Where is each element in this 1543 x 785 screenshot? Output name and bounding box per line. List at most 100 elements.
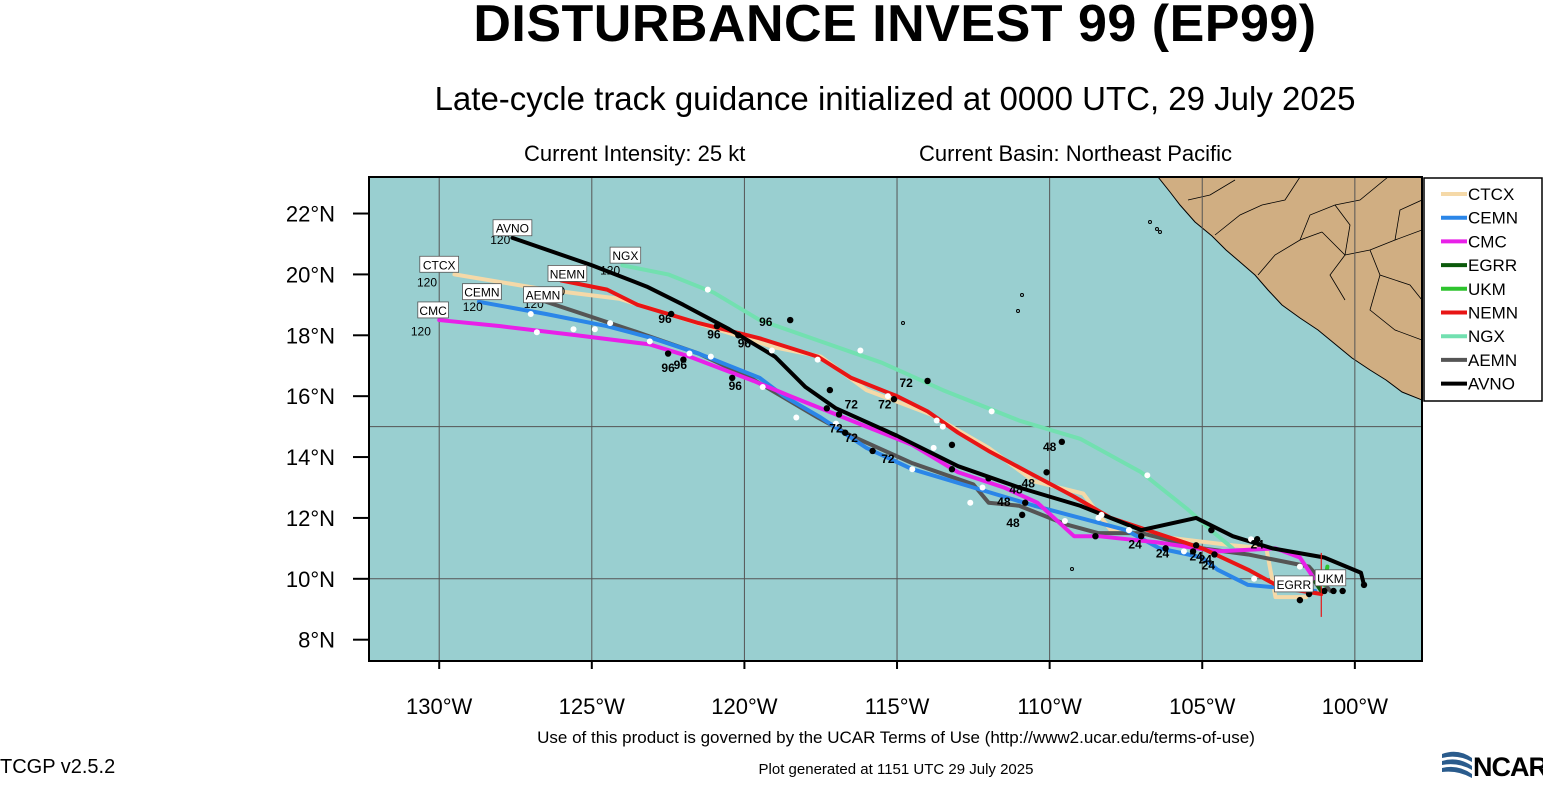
forecast-hour-label: 72 bbox=[829, 422, 843, 436]
forecast-end-label: 120 bbox=[463, 300, 483, 314]
track-point-aemn bbox=[1125, 527, 1132, 534]
y-tick-label: 10°N bbox=[286, 567, 335, 592]
x-tick-label: 110°W bbox=[1017, 694, 1082, 719]
state-border bbox=[1369, 274, 1422, 341]
state-border bbox=[1369, 249, 1422, 301]
track-point-avno bbox=[1248, 536, 1255, 543]
track-point-cemn bbox=[1018, 511, 1026, 519]
island bbox=[1148, 220, 1152, 224]
current-intensity: Current Intensity: 25 kt bbox=[524, 141, 746, 166]
track-point-nemn bbox=[1211, 551, 1218, 558]
state-border bbox=[1394, 199, 1422, 241]
track-point-ctcx bbox=[768, 347, 775, 354]
forecast-hour-label: 24 bbox=[1156, 547, 1170, 561]
chart-title: DISTURBANCE INVEST 99 (EP99) bbox=[473, 0, 1317, 53]
track-avno bbox=[510, 235, 1367, 587]
model-label-egrr: EGRR bbox=[1276, 578, 1311, 592]
track-point-avno bbox=[1296, 596, 1304, 604]
track-point-cemn bbox=[591, 326, 598, 333]
state-border bbox=[1187, 179, 1236, 201]
track-point-avno bbox=[1339, 587, 1346, 595]
track-point-cmc bbox=[1189, 548, 1197, 555]
track-point-cmc bbox=[930, 444, 937, 451]
forecast-hour-label: 24 bbox=[1199, 553, 1213, 567]
model-label-cemn: CEMN bbox=[464, 286, 499, 300]
model-label-box bbox=[492, 219, 533, 237]
track-point-ctcx bbox=[667, 310, 675, 318]
state-border bbox=[1321, 231, 1346, 301]
track-point-cmc bbox=[1061, 517, 1068, 524]
model-label-ngx: NGX bbox=[612, 249, 638, 263]
x-tick-label: 120°W bbox=[711, 694, 778, 719]
track-point-cemn bbox=[1251, 575, 1258, 582]
legend-label-ctcx: CTCX bbox=[1468, 185, 1514, 204]
forecast-hour-label: 72 bbox=[878, 397, 892, 411]
forecast-hour-label: 48 bbox=[1006, 516, 1020, 530]
version-label: TCGP v2.5.2 bbox=[0, 756, 116, 778]
track-point-ngx bbox=[787, 316, 794, 324]
forecast-end-label: 120 bbox=[490, 233, 510, 247]
track-point-nemn bbox=[1098, 511, 1105, 518]
island bbox=[1158, 230, 1162, 234]
forecast-hour-label: 72 bbox=[845, 431, 859, 445]
track-point-cemn bbox=[909, 466, 916, 473]
legend-label-aemn: AEMN bbox=[1468, 351, 1517, 370]
forecast-hour-label: 96 bbox=[759, 315, 773, 329]
land-mexico bbox=[1157, 177, 1422, 401]
plot-generated-time: Plot generated at 1151 UTC 29 July 2025 bbox=[758, 761, 1034, 778]
track-point-ngx bbox=[704, 286, 711, 293]
forecast-hour-label: 72 bbox=[900, 376, 914, 390]
track-point-aemn bbox=[1192, 542, 1200, 549]
track-cmc bbox=[437, 318, 1321, 587]
track-point-aemn bbox=[607, 320, 614, 327]
forecast-hour-label: 72 bbox=[845, 397, 859, 411]
model-label-ctcx: CTCX bbox=[423, 258, 456, 272]
forecast-hour-label: 96 bbox=[658, 312, 672, 326]
track-point-nemn bbox=[814, 356, 821, 363]
track-point-aemn bbox=[1296, 563, 1303, 570]
chart-subtitle: Late-cycle track guidance initialized at… bbox=[434, 80, 1356, 117]
track-point-avno bbox=[823, 405, 831, 412]
track-point-avno bbox=[948, 466, 956, 473]
track-point-cemn bbox=[729, 374, 736, 382]
plot-frame bbox=[368, 176, 1423, 662]
model-label-ukm: UKM bbox=[1317, 572, 1344, 586]
ncar-logo: NCAR bbox=[1440, 748, 1543, 782]
track-point-cemn bbox=[979, 484, 986, 491]
track-point-nemn bbox=[1043, 469, 1050, 476]
model-label-box bbox=[462, 283, 502, 301]
track-point-nemn bbox=[890, 396, 898, 403]
x-tick-label: 115°W bbox=[865, 694, 930, 719]
state-border bbox=[1257, 231, 1323, 276]
x-tick-label: 130°W bbox=[406, 694, 473, 719]
track-point-aemn bbox=[707, 353, 714, 360]
model-label-aemn: AEMN bbox=[526, 289, 561, 303]
y-tick-label: 20°N bbox=[286, 262, 335, 287]
island bbox=[1070, 567, 1074, 571]
track-point-cmc bbox=[835, 411, 843, 418]
forecast-hour-label: 48 bbox=[1022, 476, 1036, 490]
state-border bbox=[1334, 204, 1351, 256]
track-point-avno bbox=[1253, 536, 1261, 543]
track-point-aemn bbox=[1022, 499, 1029, 506]
model-label-box bbox=[1314, 569, 1347, 587]
model-label-box bbox=[609, 246, 642, 264]
current-basin: Current Basin: Northeast Pacific bbox=[919, 141, 1233, 166]
track-point-ngx bbox=[857, 347, 864, 354]
forecast-hour-label: 72 bbox=[881, 452, 895, 466]
x-tick-label: 105°W bbox=[1169, 694, 1236, 719]
model-label-cmc: CMC bbox=[419, 304, 447, 318]
island bbox=[1155, 227, 1159, 231]
track-point-ngx bbox=[1144, 472, 1151, 479]
track-point-avno bbox=[1360, 581, 1368, 589]
track-point-cemn bbox=[1180, 548, 1187, 555]
island bbox=[901, 321, 905, 325]
state-border bbox=[1344, 229, 1422, 256]
y-tick-label: 22°N bbox=[286, 202, 335, 227]
track-point-cmc bbox=[985, 475, 992, 482]
track-point-ctcx bbox=[884, 393, 891, 400]
forecast-end-label: 120 bbox=[417, 276, 437, 290]
track-point-avno bbox=[713, 322, 721, 330]
forecast-hour-label: 96 bbox=[661, 361, 675, 375]
